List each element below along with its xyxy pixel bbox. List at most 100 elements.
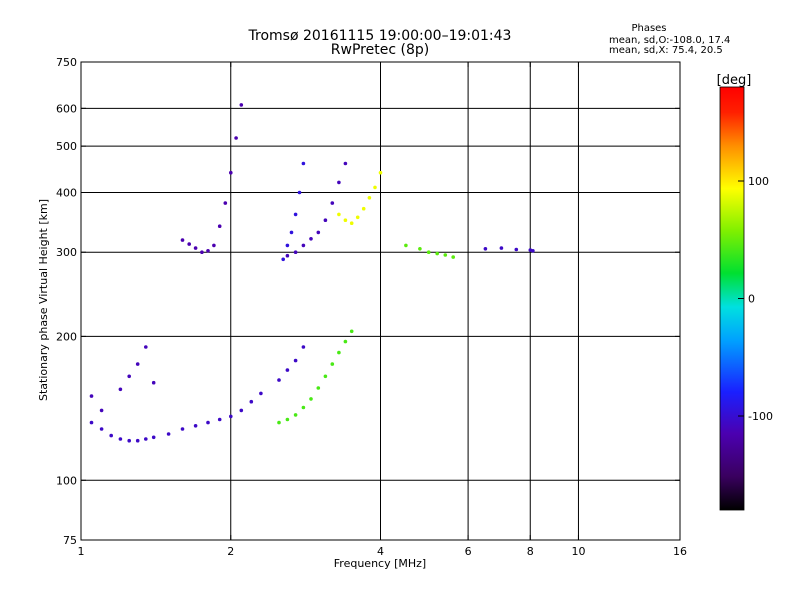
data-point (239, 408, 244, 413)
data-point (187, 242, 191, 246)
data-point (343, 161, 348, 166)
colorbar-ticks: 100 0 -100 (738, 175, 773, 423)
data-point (301, 161, 306, 166)
data-point (166, 432, 171, 436)
data-point (378, 170, 383, 175)
data-point (361, 206, 366, 211)
data-point (301, 345, 306, 349)
data-point (323, 218, 328, 222)
data-point (355, 215, 360, 220)
data-point (135, 438, 140, 443)
data-point (144, 345, 148, 349)
data-point (301, 243, 306, 248)
y-axis-label: Stationary phase Virtual Height [km] (37, 199, 50, 401)
data-point (259, 391, 263, 396)
data-point (343, 218, 348, 222)
y-tick-label: 300 (56, 246, 77, 259)
data-point (330, 201, 335, 205)
x-tick-label: 4 (377, 545, 384, 558)
x-tick-label: 8 (527, 545, 534, 558)
data-point (451, 255, 456, 259)
data-point (89, 420, 94, 425)
data-point (285, 243, 290, 248)
colorbar-tick-label: 100 (748, 175, 769, 188)
phases-title: Phases (631, 23, 666, 34)
data-point (343, 339, 348, 344)
data-point (289, 230, 294, 235)
chart-title: Tromsø 20161115 19:00:00–19:01:43 (248, 28, 512, 44)
data-point (514, 247, 519, 252)
data-point (309, 397, 313, 401)
data-point (99, 427, 104, 431)
phases-line-x: mean, sd,X: 75.4, 20.5 (609, 45, 723, 56)
data-point (367, 196, 372, 200)
data-point (373, 185, 377, 190)
data-point (499, 246, 504, 250)
data-point (229, 170, 233, 175)
data-point (99, 408, 104, 413)
data-points (89, 103, 535, 443)
data-point (293, 250, 298, 254)
x-tick-label: 1 (78, 545, 85, 558)
data-point (212, 243, 216, 248)
y-tick-label: 600 (56, 102, 77, 115)
data-point (443, 253, 448, 257)
data-point (301, 405, 306, 410)
gridlines (81, 62, 680, 540)
data-point (285, 368, 290, 372)
data-point (323, 374, 328, 379)
data-point (281, 257, 286, 262)
data-point (239, 103, 244, 107)
data-point (293, 212, 298, 217)
y-tick-label: 400 (56, 186, 77, 199)
data-point (223, 201, 228, 205)
data-point (206, 249, 210, 253)
data-point (426, 250, 431, 254)
y-tick-label: 500 (56, 140, 77, 153)
data-point (193, 424, 198, 428)
y-tick-label: 200 (56, 330, 77, 343)
data-point (229, 414, 233, 419)
data-point (118, 387, 123, 392)
data-point (316, 230, 321, 235)
data-point (531, 249, 535, 253)
x-tick-label: 2 (227, 545, 234, 558)
data-point (316, 386, 321, 390)
data-point (109, 433, 113, 438)
data-point (193, 246, 198, 250)
y-tick-label: 75 (63, 534, 77, 547)
data-point (435, 251, 440, 256)
y-tick-label: 750 (56, 56, 77, 69)
data-point (206, 420, 210, 425)
data-point (89, 394, 94, 398)
data-point (297, 190, 302, 195)
data-point (349, 329, 354, 334)
data-point (151, 380, 156, 385)
data-point (144, 437, 148, 441)
x-axis-label: Frequency [MHz] (334, 557, 426, 570)
data-point (285, 253, 290, 258)
data-point (249, 399, 254, 404)
data-point (293, 413, 298, 417)
data-point (337, 350, 341, 355)
data-point (349, 221, 354, 225)
data-point (277, 420, 281, 425)
data-point (180, 238, 185, 242)
y-tick-label: 100 (56, 474, 77, 487)
data-point (217, 224, 222, 228)
data-point (404, 243, 408, 248)
data-point (118, 437, 123, 441)
data-point (127, 374, 131, 379)
colorbar-tick-label: 0 (748, 293, 755, 306)
data-point (309, 237, 313, 241)
colorbar-label: [deg] (717, 73, 752, 88)
x-tick-label: 10 (571, 545, 585, 558)
data-point (337, 180, 341, 185)
colorbar-tick-label: -100 (748, 410, 773, 423)
data-point (285, 417, 290, 422)
data-point (483, 247, 488, 251)
x-tick-label: 6 (465, 545, 472, 558)
data-point (330, 362, 335, 366)
